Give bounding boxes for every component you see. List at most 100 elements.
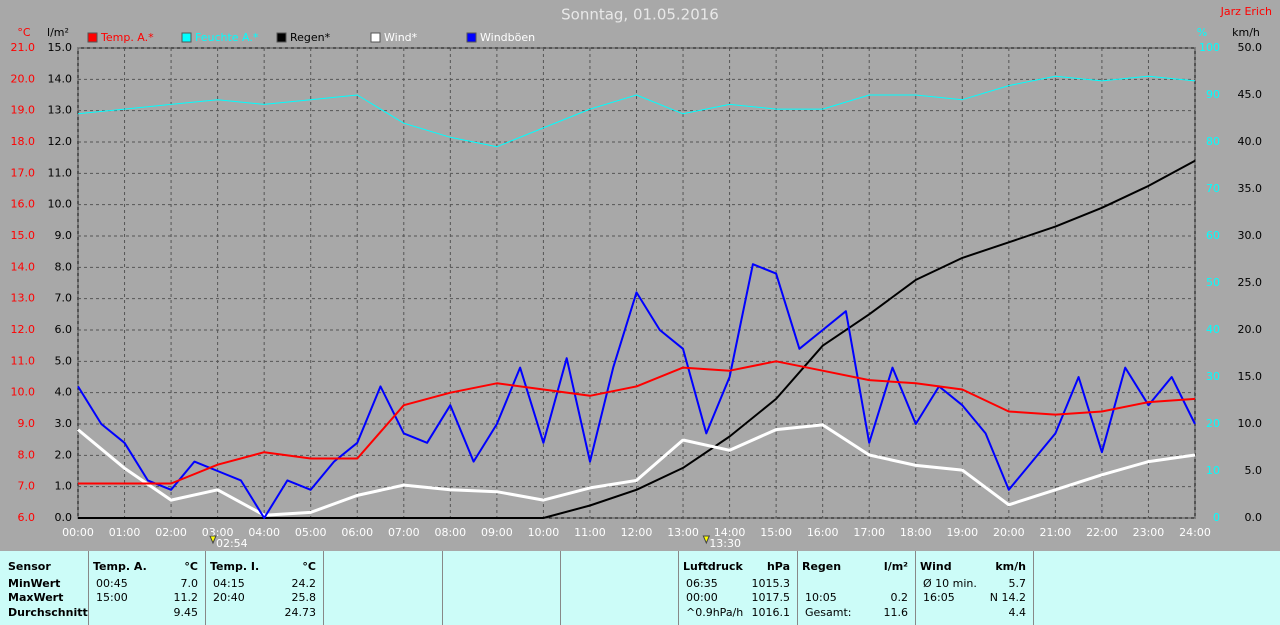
cell-value: 5.7	[1008, 577, 1027, 590]
group-unit: km/h	[995, 560, 1026, 573]
legend-swatch	[370, 32, 381, 43]
cell-time: 20:40	[213, 591, 245, 604]
legend-label: Feuchte A.*	[195, 31, 259, 44]
x-tick-label: 07:00	[388, 526, 420, 539]
table-label: Sensor	[8, 560, 51, 573]
series-line	[78, 360, 1196, 485]
group-unit: l/m²	[883, 560, 908, 573]
y-tick-label: 70	[1206, 182, 1220, 195]
y-tick-label: 15.0	[11, 229, 36, 242]
table-divider	[88, 551, 89, 625]
group-title: Regen	[802, 560, 842, 573]
cell-time: Ø 10 min.	[923, 577, 977, 590]
sun-marker	[702, 535, 711, 545]
table-divider	[678, 551, 679, 625]
cell-value: 25.8	[291, 591, 317, 604]
legend-label: Regen*	[290, 31, 331, 44]
x-tick-label: 22:00	[1086, 526, 1118, 539]
y-tick-label: 6.0	[55, 323, 73, 336]
y-tick-label: 9.0	[18, 417, 36, 430]
y-tick-label: 8.0	[55, 260, 73, 273]
chart-title: Sonntag, 01.05.2016	[561, 6, 719, 24]
group-title: Temp. A.	[93, 560, 147, 573]
y-tick-label: 11.0	[48, 166, 73, 179]
legend-swatch	[466, 32, 477, 43]
axis-title: km/h	[1232, 26, 1260, 39]
group-unit: °C	[184, 560, 198, 573]
cell-value: 24.73	[284, 606, 317, 619]
y-tick-label: 0	[1213, 511, 1220, 524]
series-line	[77, 263, 1196, 519]
group-unit: °C	[302, 560, 316, 573]
axis-title: °C	[17, 26, 31, 39]
table-divider	[915, 551, 916, 625]
cell-value: 0.2	[890, 591, 909, 604]
cell-time: 16:05	[923, 591, 955, 604]
y-tick-label: 3.0	[55, 417, 73, 430]
x-tick-label: 24:00	[1179, 526, 1211, 539]
y-tick-label: 19.0	[11, 104, 36, 117]
y-tick-label: 8.0	[18, 448, 36, 461]
stats-table: Sensor MinWert MaxWert Durchschnitt Temp. A.…	[0, 551, 1280, 625]
y-tick-label: 2.0	[55, 448, 73, 461]
cell-value: 11.6	[883, 606, 909, 619]
x-tick-label: 10:00	[528, 526, 560, 539]
y-tick-label: 7.0	[18, 480, 36, 493]
cell-value: 1015.3	[751, 577, 791, 590]
group-title: Temp. I.	[210, 560, 260, 573]
y-tick-label: 80	[1206, 135, 1220, 148]
cell-time: Gesamt:	[805, 606, 852, 619]
x-tick-label: 23:00	[1133, 526, 1165, 539]
table-divider	[323, 551, 324, 625]
y-tick-label: 10.0	[48, 198, 73, 211]
cell-time: 10:05	[805, 591, 837, 604]
x-tick-label: 09:00	[481, 526, 513, 539]
axis-title: l/m²	[47, 26, 69, 39]
cell-value: 11.2	[173, 591, 199, 604]
annotation: 02:54	[216, 537, 248, 550]
cell-value: N 14.2	[989, 591, 1026, 604]
table-divider	[797, 551, 798, 625]
cell-time: 15:00	[96, 591, 128, 604]
cell-value: 9.45	[173, 606, 199, 619]
x-tick-label: 20:00	[993, 526, 1025, 539]
y-tick-label: 4.0	[55, 386, 73, 399]
group-title: Luftdruck	[683, 560, 743, 573]
group-unit: hPa	[766, 560, 790, 573]
y-tick-label: 30	[1206, 370, 1220, 383]
cell-time: 00:45	[96, 577, 128, 590]
axis-title: %	[1197, 26, 1207, 39]
chart: Sonntag, 01.05.2016 Jarz Erich °C l/m² %…	[11, 5, 1273, 550]
y-tick-label: 45.0	[1238, 88, 1263, 101]
y-tick-label: 16.0	[11, 198, 36, 211]
cell-value: 4.4	[1008, 606, 1027, 619]
sun-marker	[209, 535, 217, 545]
y-tick-label: 7.0	[55, 292, 73, 305]
cell-value: 1017.5	[751, 591, 791, 604]
y-tick-label: 15.0	[1238, 370, 1263, 383]
annotation: 13:30	[709, 537, 741, 550]
y-tick-label: 12.0	[48, 135, 73, 148]
y-tick-label: 5.0	[1245, 464, 1263, 477]
x-tick-label: 00:00	[62, 526, 94, 539]
y-tick-label: 20	[1206, 417, 1220, 430]
y-tick-label: 0.0	[1245, 511, 1263, 524]
table-label: Durchschnitt	[8, 606, 88, 619]
y-tick-label: 90	[1206, 88, 1220, 101]
table-label: MaxWert	[8, 591, 64, 604]
x-tick-label: 14:00	[714, 526, 746, 539]
x-tick-label: 01:00	[109, 526, 141, 539]
x-tick-label: 06:00	[341, 526, 373, 539]
series-line	[77, 423, 1196, 517]
y-tick-label: 9.0	[55, 229, 73, 242]
cell-value: 7.0	[180, 577, 199, 590]
legend-swatch	[87, 32, 98, 43]
y-tick-label: 30.0	[1238, 229, 1263, 242]
y-tick-label: 14.0	[11, 260, 36, 273]
y-tick-label: 40	[1206, 323, 1220, 336]
x-tick-label: 15:00	[760, 526, 792, 539]
cell-time: 06:35	[686, 577, 718, 590]
y-tick-label: 6.0	[18, 511, 36, 524]
x-tick-label: 08:00	[434, 526, 466, 539]
legend-label: Wind*	[384, 31, 418, 44]
